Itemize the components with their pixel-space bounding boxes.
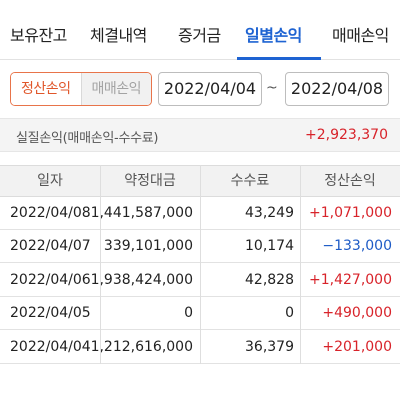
row-date: 2022/04/05 [10,305,91,322]
row-fee: 0 [285,305,294,322]
tab-daily-pl[interactable]: 일별손익 [245,26,302,45]
row-date: 2022/04/08 [10,205,91,221]
end-date-field[interactable]: 2022/04/08 [285,72,389,106]
tab-bar: 보유잔고 체결내역 증거금 일별손익 매매손익 [0,0,400,60]
header-contract-amount: 약정대금 [124,173,176,189]
row-contract-amount: 1,938,424,000 [90,271,193,288]
pl-type-toggle: 정산손익 매매손익 [10,72,152,106]
row-settlement-pl: +201,000 [322,338,392,355]
row-date: 2022/04/04 [10,338,91,355]
row-settlement-pl: +1,427,000 [309,271,392,288]
net-pl-summary: 실질손익(매매손익-수수료) +2,923,370 [0,118,400,152]
net-pl-value: +2,923,370 [305,127,388,143]
settlement-pl-button[interactable]: 정산손익 [11,73,81,105]
row-contract-amount: 1,212,616,000 [90,338,193,355]
header-date: 일자 [37,173,63,189]
row-fee: 43,249 [245,205,294,221]
active-tab-indicator [237,57,321,60]
net-pl-label: 실질손익(매매손익-수수료) [16,131,159,146]
row-fee: 10,174 [245,238,294,255]
trading-pl-button[interactable]: 매매손익 [80,73,151,105]
row-contract-amount: 0 [184,305,193,322]
start-date-field[interactable]: 2022/04/04 [158,72,262,106]
row-settlement-pl: −133,000 [322,238,392,255]
header-settlement-pl: 정산손익 [324,173,376,189]
tab-trading-pl[interactable]: 매매손익 [332,26,389,45]
row-contract-amount: 1,441,587,000 [90,205,193,221]
row-settlement-pl: +1,071,000 [309,205,392,221]
tab-executions[interactable]: 체결내역 [90,26,147,45]
tab-holdings[interactable]: 보유잔고 [10,26,67,45]
row-date: 2022/04/07 [10,238,91,255]
row-fee: 42,828 [245,271,294,288]
column-divider [300,165,301,364]
column-divider [100,165,101,364]
date-range-separator: ~ [266,80,278,96]
row-contract-amount: 339,101,000 [103,238,193,255]
row-fee: 36,379 [245,338,294,355]
filter-bar: 정산손익 매매손익 2022/04/04 ~ 2022/04/08 [0,60,400,118]
row-date: 2022/04/06 [10,271,91,288]
row-settlement-pl: +490,000 [322,305,392,322]
header-fee: 수수료 [230,173,270,189]
column-divider [200,165,201,364]
tab-margin[interactable]: 증거금 [178,26,221,45]
